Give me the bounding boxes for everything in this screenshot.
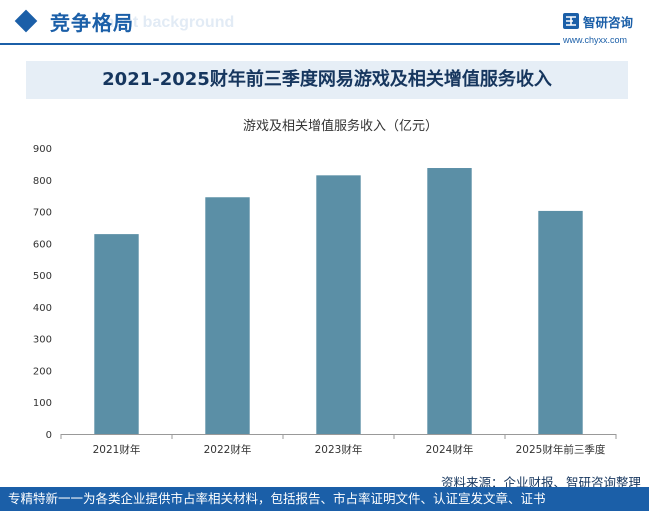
y-tick-label: 700 [33,208,52,219]
y-tick-label: 200 [33,366,52,377]
bar-4 [427,168,472,434]
chart-banner: 2021-2025财年前三季度网易游戏及相关增值服务收入 [26,61,628,99]
section-title: 竞争格局 [50,11,134,35]
y-tick-label: 800 [33,176,52,187]
banner-title: 2021-2025财年前三季度网易游戏及相关增值服务收入 [102,69,552,90]
x-tick-label: 2025财年前三季度 [516,443,606,456]
brand-name: 智研咨询 [583,15,634,30]
footer-bar: 专精特新一一为各类企业提供市占率相关材料，包括报告、市占率证明文件、认证宣发文章… [0,487,649,511]
brand-url: www.chyxx.com [563,35,628,45]
diamond-icon [14,9,38,33]
chart-title: 游戏及相关增值服务收入（亿元） [243,118,438,134]
y-tick-label: 0 [46,430,52,441]
x-tick-label: 2024财年 [426,443,474,456]
y-tick-label: 300 [33,335,52,346]
y-tick-label: 900 [33,144,52,155]
header-watermark-text: ment background [100,14,235,31]
y-tick-label: 400 [33,303,52,314]
y-tick-label: 600 [33,239,52,250]
bar-2 [205,197,250,434]
footer-text: 专精特新一一为各类企业提供市占率相关材料，包括报告、市占率证明文件、认证宣发文章… [8,491,546,506]
data-source: 资料来源：企业财报、智研咨询整理 [440,475,641,490]
y-tick-label: 500 [33,271,52,282]
bar-1 [94,234,139,434]
x-tick-label: 2023财年 [315,443,363,456]
header-divider [0,43,560,45]
bar-5 [538,210,583,434]
bar-3 [316,175,361,434]
logo-mark-icon [563,13,579,29]
x-tick-label: 2022财年 [204,443,252,456]
bar-chart: 游戏及相关增值服务收入（亿元） 0 100 200 300 400 500 600 700 800… [33,118,617,456]
brand-logo: 智研咨询 www.chyxx.com [563,9,643,47]
section-header: ment background 竞争格局 [0,0,649,46]
y-tick-label: 100 [33,398,52,409]
x-tick-label: 2021财年 [93,443,141,456]
